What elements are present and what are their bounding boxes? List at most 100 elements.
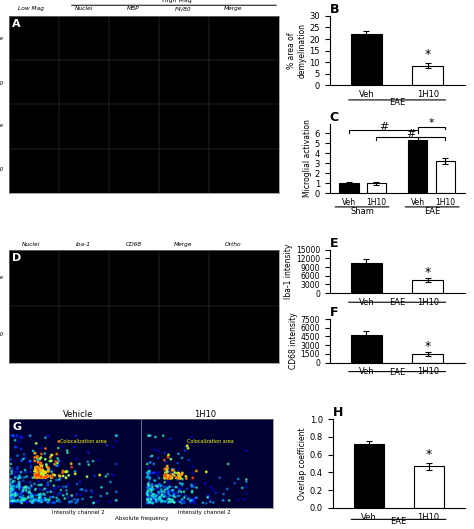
Point bbox=[45, 498, 52, 507]
Point bbox=[50, 484, 57, 492]
Point bbox=[6, 475, 14, 484]
Point bbox=[38, 466, 46, 474]
Point bbox=[77, 486, 84, 494]
Point bbox=[32, 439, 40, 448]
Point bbox=[47, 467, 55, 475]
Point bbox=[207, 483, 215, 491]
Point bbox=[163, 466, 171, 474]
Point bbox=[88, 487, 95, 495]
Point bbox=[243, 446, 250, 455]
Point bbox=[7, 432, 14, 440]
Point bbox=[166, 482, 173, 491]
Point bbox=[14, 496, 21, 505]
Point bbox=[150, 460, 157, 468]
Point bbox=[37, 472, 45, 481]
Point bbox=[176, 475, 184, 483]
Point bbox=[191, 499, 198, 507]
Text: High Mag: High Mag bbox=[162, 0, 191, 4]
Point bbox=[192, 494, 200, 502]
Point bbox=[55, 475, 63, 484]
Point bbox=[33, 471, 41, 480]
Point bbox=[44, 498, 52, 506]
Point bbox=[27, 494, 35, 503]
Point bbox=[97, 492, 105, 500]
Point bbox=[144, 483, 151, 491]
Point bbox=[152, 497, 159, 506]
Point bbox=[19, 494, 27, 503]
Point bbox=[169, 470, 176, 479]
Point bbox=[176, 485, 184, 493]
Point bbox=[45, 481, 52, 489]
Point bbox=[22, 482, 30, 491]
Point bbox=[155, 496, 163, 504]
Point bbox=[24, 494, 31, 502]
Point bbox=[158, 481, 165, 489]
Point bbox=[34, 496, 41, 505]
Point bbox=[18, 499, 26, 507]
Point bbox=[193, 484, 201, 492]
Point bbox=[104, 470, 111, 478]
Point bbox=[12, 488, 19, 497]
Bar bbox=[367, 183, 386, 193]
Point bbox=[7, 490, 14, 499]
Point bbox=[185, 455, 192, 464]
Point bbox=[39, 467, 47, 475]
Point bbox=[41, 468, 49, 477]
Point bbox=[17, 490, 25, 498]
Point bbox=[27, 468, 34, 476]
Point bbox=[143, 499, 151, 507]
Point bbox=[162, 464, 170, 473]
Point bbox=[55, 444, 62, 452]
Text: #: # bbox=[406, 129, 416, 139]
Bar bbox=[408, 140, 428, 193]
Point bbox=[152, 495, 160, 504]
Point bbox=[162, 472, 170, 480]
Point bbox=[166, 495, 174, 504]
Point bbox=[73, 496, 81, 504]
Point bbox=[67, 460, 75, 468]
Point bbox=[14, 463, 21, 472]
Point bbox=[19, 495, 27, 504]
Point bbox=[144, 469, 151, 478]
Point bbox=[146, 469, 154, 477]
Point bbox=[157, 496, 165, 504]
Point bbox=[160, 492, 168, 501]
Point bbox=[32, 464, 39, 473]
Text: Merge: Merge bbox=[174, 242, 192, 247]
Point bbox=[157, 496, 165, 504]
Point bbox=[9, 484, 16, 492]
Point bbox=[42, 468, 50, 477]
Point bbox=[38, 498, 46, 506]
Point bbox=[41, 485, 49, 493]
Point bbox=[11, 443, 19, 451]
Point bbox=[27, 497, 34, 505]
Point bbox=[8, 481, 15, 489]
Point bbox=[176, 497, 183, 506]
Point bbox=[50, 481, 58, 490]
Point bbox=[41, 496, 48, 505]
Point bbox=[153, 468, 160, 477]
Point bbox=[33, 473, 40, 481]
Point bbox=[148, 497, 156, 506]
Point bbox=[18, 494, 26, 502]
Point bbox=[171, 492, 179, 501]
Point bbox=[18, 484, 26, 492]
Point bbox=[16, 480, 23, 488]
Text: Vehicle: Vehicle bbox=[0, 276, 4, 280]
Bar bbox=[436, 161, 455, 193]
Point bbox=[73, 454, 80, 463]
Point bbox=[14, 490, 22, 499]
Point bbox=[42, 467, 49, 476]
Point bbox=[43, 496, 51, 504]
Point bbox=[145, 481, 153, 490]
Text: EAE: EAE bbox=[389, 98, 405, 107]
Point bbox=[176, 471, 184, 480]
Point bbox=[169, 486, 177, 495]
Point bbox=[55, 437, 63, 445]
Point bbox=[7, 491, 15, 499]
Point bbox=[171, 468, 179, 477]
Point bbox=[145, 467, 152, 476]
Point bbox=[145, 495, 152, 504]
Point bbox=[11, 473, 19, 482]
Point bbox=[173, 492, 181, 500]
